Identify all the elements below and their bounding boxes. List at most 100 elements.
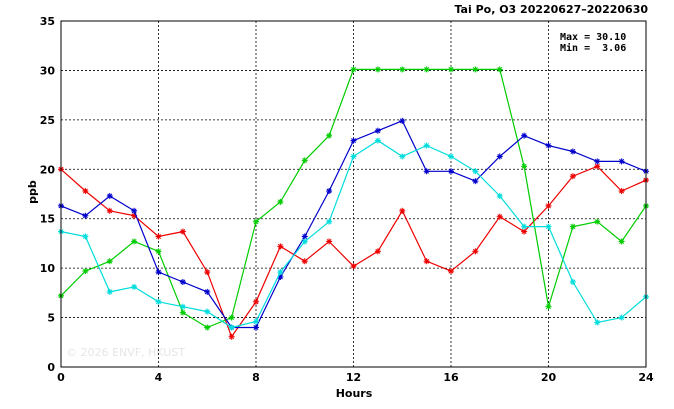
series-0-point-5 [179, 228, 186, 235]
series-3-point-2 [106, 288, 113, 295]
chart-title: Tai Po, O3 20220627–20220630 [454, 3, 648, 16]
series-0-point-2 [106, 207, 113, 214]
series-3-point-22 [594, 319, 601, 326]
y-tick-label-15: 15 [40, 213, 55, 226]
series-1-point-21 [569, 223, 576, 230]
series-1-point-11 [326, 132, 333, 139]
series-0-point-9 [277, 243, 284, 250]
series-0-point-6 [204, 269, 211, 276]
x-tick-label-20: 20 [541, 371, 557, 384]
series-3-point-13 [374, 137, 381, 144]
series-3-point-8 [253, 318, 259, 325]
series-3 [58, 137, 649, 331]
series-0-point-1 [82, 188, 89, 195]
series-2-point-15 [423, 168, 430, 175]
x-axis-label: Hours [336, 387, 373, 400]
series-3-point-20 [545, 223, 552, 230]
series-2-point-19 [521, 132, 528, 139]
series-0-point-7 [228, 333, 235, 340]
x-tick-label-0: 0 [57, 371, 65, 384]
min-annotation: Min = 3.06 [560, 42, 626, 54]
series-1-point-22 [594, 218, 601, 225]
series-1-point-2 [106, 258, 113, 265]
x-tick-label-8: 8 [252, 371, 260, 384]
series-1-point-18 [496, 66, 503, 73]
series-0-point-10 [301, 258, 308, 265]
y-tick-label-25: 25 [40, 114, 55, 127]
series-3-point-18 [496, 192, 503, 199]
series-group [58, 66, 649, 340]
series-2-point-20 [545, 142, 552, 149]
x-tick-label-16: 16 [443, 371, 459, 384]
series-0-point-17 [472, 248, 479, 255]
y-tick-label-35: 35 [40, 15, 55, 28]
series-1-point-20 [545, 303, 552, 310]
y-tick-label-0: 0 [47, 361, 55, 374]
series-0-point-14 [399, 207, 406, 214]
series-3-point-21 [569, 278, 576, 285]
series-3-point-19 [521, 223, 528, 230]
series-2-point-14 [399, 117, 406, 124]
x-tick-label-24: 24 [638, 371, 654, 384]
series-2-point-23 [618, 158, 625, 165]
series-1-point-3 [131, 238, 138, 245]
series-2-point-13 [374, 127, 381, 134]
watermark-text: © 2026 ENVF, HKUST [66, 346, 185, 359]
series-2-point-21 [569, 148, 576, 155]
series-3-point-6 [204, 308, 211, 315]
y-tick-label-5: 5 [47, 312, 55, 325]
series-0-point-12 [350, 263, 357, 270]
series-0-point-8 [253, 298, 259, 305]
series-2-point-4 [155, 269, 162, 276]
series-2-point-18 [496, 153, 503, 160]
series-1-point-9 [277, 198, 284, 205]
series-2-point-5 [179, 278, 186, 285]
y-tick-label-20: 20 [40, 163, 56, 176]
series-1-point-15 [423, 66, 430, 73]
axis-ticks: 0 4 8 12 16 20 24 0 5 10 15 20 25 30 35 [40, 15, 654, 384]
series-2-point-12 [350, 137, 357, 144]
series-1-point-17 [472, 66, 479, 73]
series-3-point-11 [326, 218, 333, 225]
series-2-point-17 [472, 178, 479, 185]
series-3-point-7 [228, 324, 235, 331]
series-3-point-4 [155, 298, 162, 305]
series-3-point-14 [399, 153, 406, 160]
y-axis-label: ppb [26, 180, 39, 204]
series-1-point-8 [253, 218, 259, 225]
series-1-point-6 [204, 324, 211, 331]
series-3-point-15 [423, 142, 430, 149]
series-2-point-3 [131, 207, 138, 214]
series-2-point-2 [106, 192, 113, 199]
series-1 [58, 66, 649, 331]
series-line-0 [60, 165, 647, 338]
series-1-point-4 [155, 248, 162, 255]
series-1-point-13 [374, 66, 381, 73]
series-0-point-20 [545, 202, 552, 209]
series-0-point-13 [374, 248, 381, 255]
series-3-point-1 [82, 233, 89, 240]
plot-frame [60, 20, 647, 368]
series-0-point-15 [423, 258, 430, 265]
series-1-point-7 [228, 314, 235, 321]
series-1-point-16 [448, 66, 454, 73]
y-tick-label-10: 10 [40, 262, 56, 275]
x-tick-label-12: 12 [346, 371, 361, 384]
series-1-point-14 [399, 66, 406, 73]
series-3-point-3 [131, 283, 138, 290]
series-2-point-22 [594, 158, 601, 165]
series-0-point-4 [155, 233, 162, 240]
series-3-point-10 [301, 238, 308, 245]
x-tick-label-4: 4 [155, 371, 163, 384]
series-2-point-1 [82, 212, 89, 219]
series-2-point-6 [204, 288, 211, 295]
series-0-point-18 [496, 213, 503, 220]
series-2-point-11 [326, 188, 333, 195]
series-3-point-16 [448, 153, 454, 160]
series-3-point-5 [179, 303, 186, 310]
series-2-point-16 [448, 168, 454, 175]
series-3-point-23 [618, 314, 625, 321]
y-tick-label-30: 30 [40, 64, 56, 77]
series-0-point-21 [569, 173, 576, 180]
